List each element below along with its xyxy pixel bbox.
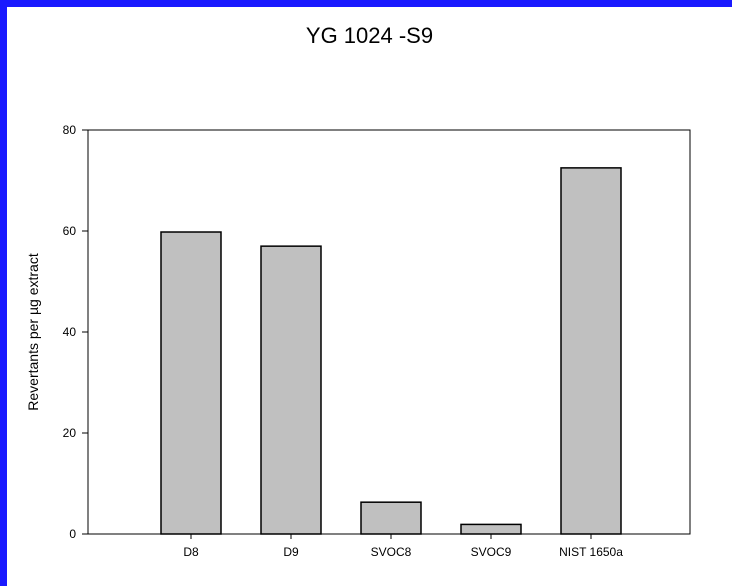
y-axis-ticks: 0 20 40 60 80 bbox=[63, 123, 88, 541]
bars bbox=[160, 167, 622, 535]
y-tick-label: 0 bbox=[69, 527, 76, 541]
x-tick-label: SVOC9 bbox=[471, 545, 512, 559]
y-axis-label: Revertants per µg extract bbox=[25, 253, 41, 411]
bar-svoc8 bbox=[360, 501, 422, 535]
bar-nist-1650a bbox=[560, 167, 622, 535]
chart-title: YG 1024 -S9 bbox=[305, 23, 434, 48]
y-tick-label: 20 bbox=[63, 426, 77, 440]
bar-svoc9 bbox=[460, 523, 522, 535]
x-tick-label: SVOC8 bbox=[371, 545, 412, 559]
y-tick-label: 40 bbox=[63, 325, 77, 339]
bar-d8 bbox=[160, 231, 222, 535]
bar-d9 bbox=[260, 245, 322, 535]
y-tick-label: 80 bbox=[63, 123, 77, 137]
x-tick-label: D8 bbox=[183, 545, 199, 559]
x-axis-labels: D8 D9 SVOC8 SVOC9 NIST 1650a bbox=[183, 534, 623, 559]
y-tick-label: 60 bbox=[63, 224, 77, 238]
x-tick-label: D9 bbox=[283, 545, 299, 559]
x-tick-label: NIST 1650a bbox=[559, 545, 623, 559]
